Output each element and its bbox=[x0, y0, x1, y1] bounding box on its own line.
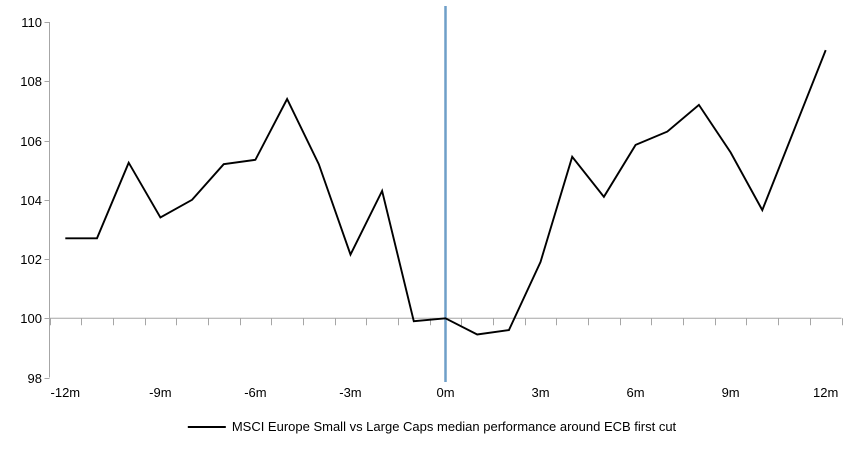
x-tick-label: -9m bbox=[149, 385, 171, 400]
x-tick-label: -3m bbox=[339, 385, 361, 400]
series-line bbox=[65, 49, 827, 336]
y-tick-label: 106 bbox=[20, 134, 42, 149]
y-tick-label: 110 bbox=[21, 15, 42, 30]
y-tick-label: 108 bbox=[20, 74, 42, 89]
x-tick-label: -6m bbox=[244, 385, 266, 400]
legend: MSCI Europe Small vs Large Caps median p… bbox=[187, 419, 677, 434]
x-tick-label: 9m bbox=[722, 385, 740, 400]
legend-label: MSCI Europe Small vs Large Caps median p… bbox=[231, 419, 677, 434]
x-tick-label: 12m bbox=[813, 385, 838, 400]
y-tick-label: 100 bbox=[20, 311, 42, 326]
x-tick-label: -12m bbox=[51, 385, 81, 400]
y-tick-label: 98 bbox=[28, 371, 42, 386]
y-tick-label: 102 bbox=[20, 252, 42, 267]
x-tick-label: 0m bbox=[436, 385, 454, 400]
x-tick-label: 6m bbox=[627, 385, 645, 400]
legend-line-sample bbox=[187, 425, 226, 428]
y-tick-label: 104 bbox=[20, 193, 42, 208]
x-tick-label: 3m bbox=[532, 385, 550, 400]
